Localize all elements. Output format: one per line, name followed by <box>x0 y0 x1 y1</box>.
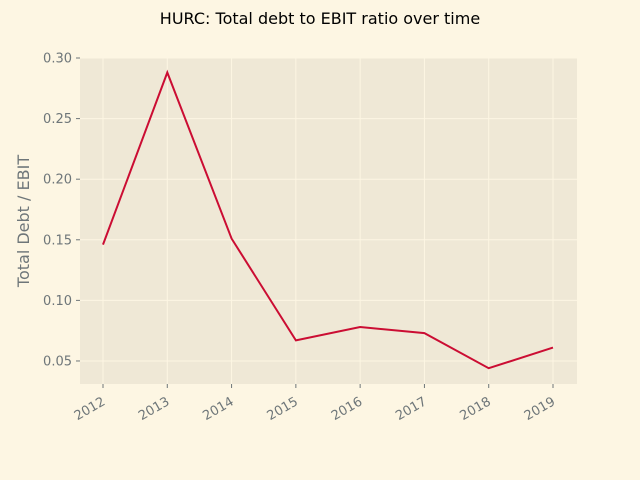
x-tick-label: 2018 <box>458 394 494 424</box>
y-tick-label: 0.15 <box>43 233 72 248</box>
y-tick-label: 0.30 <box>43 52 72 67</box>
plot-area <box>80 58 577 384</box>
y-tick-label: 0.05 <box>43 354 72 369</box>
x-tick-label: 2012 <box>72 394 108 424</box>
y-axis-label: Total Debt / EBIT <box>14 155 33 288</box>
y-tick-label: 0.25 <box>43 112 72 127</box>
grid <box>80 57 577 384</box>
x-tick-label: 2015 <box>265 394 301 424</box>
x-tick-label: 2014 <box>200 394 236 424</box>
y-tick-label: 0.20 <box>43 173 72 188</box>
y-axis: 0.05 0.10 0.15 0.20 0.25 0.30 <box>43 52 80 369</box>
x-tick-label: 2019 <box>522 394 558 424</box>
x-tick-label: 2017 <box>393 394 429 424</box>
series-line <box>102 69 554 370</box>
y-tick-label: 0.10 <box>43 294 72 309</box>
x-tick-label: 2016 <box>329 394 365 424</box>
chart-title: HURC: Total debt to EBIT ratio over time <box>160 9 480 28</box>
x-axis: 2012 2013 2014 2015 2016 2017 2018 2019 <box>72 384 558 424</box>
x-tick-label: 2013 <box>136 394 172 424</box>
